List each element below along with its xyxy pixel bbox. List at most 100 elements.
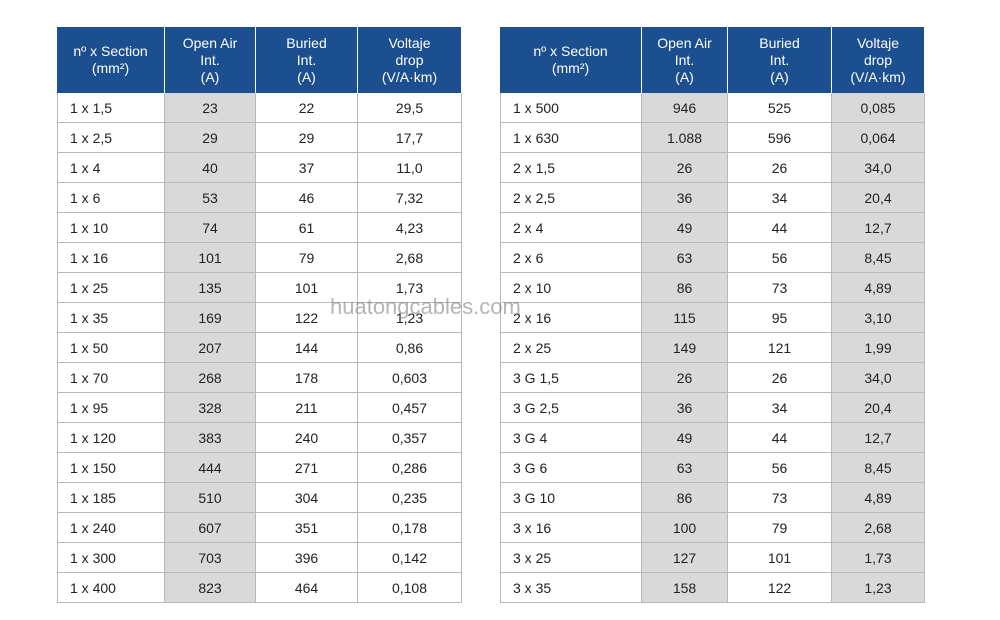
- table-cell: 86: [642, 483, 728, 513]
- table-cell: 8,45: [832, 453, 925, 483]
- table-cell: 1 x 16: [57, 243, 165, 273]
- table-cell: 207: [165, 333, 256, 363]
- table-cell: 23: [165, 93, 256, 123]
- table-cell: 4,89: [832, 273, 925, 303]
- table-cell: 1,23: [358, 303, 462, 333]
- table-cell: 158: [642, 573, 728, 603]
- table-cell: 178: [256, 363, 358, 393]
- header-cell: nº x Section (mm²): [500, 27, 642, 93]
- table-cell: 20,4: [832, 393, 925, 423]
- table-cell: 1 x 6: [57, 183, 165, 213]
- header-cell: Open Air Int. (A): [642, 27, 728, 93]
- table-cell: 1,73: [358, 273, 462, 303]
- table-cell: 1 x 300: [57, 543, 165, 573]
- table-cell: 8,45: [832, 243, 925, 273]
- table-cell: 0,108: [358, 573, 462, 603]
- table-cell: 0,178: [358, 513, 462, 543]
- header-cell: Open Air Int. (A): [165, 27, 256, 93]
- table-cell: 0,064: [832, 123, 925, 153]
- table-cell: 101: [728, 543, 832, 573]
- table-cell: 0,603: [358, 363, 462, 393]
- table-cell: 1 x 10: [57, 213, 165, 243]
- table-cell: 383: [165, 423, 256, 453]
- table-cell: 525: [728, 93, 832, 123]
- table-cell: 3 G 2,5: [500, 393, 642, 423]
- table-cell: 56: [728, 243, 832, 273]
- table-cell: 351: [256, 513, 358, 543]
- table-cell: 1 x 2,5: [57, 123, 165, 153]
- table-cell: 1,99: [832, 333, 925, 363]
- table-cell: 29: [165, 123, 256, 153]
- table-cell: 1 x 25: [57, 273, 165, 303]
- table-cell: 44: [728, 213, 832, 243]
- table-cell: 46: [256, 183, 358, 213]
- table-cell: 79: [256, 243, 358, 273]
- table-cell: 115: [642, 303, 728, 333]
- table-cell: 464: [256, 573, 358, 603]
- table-cell: 0,235: [358, 483, 462, 513]
- table-cell: 3 x 25: [500, 543, 642, 573]
- table-cell: 0,457: [358, 393, 462, 423]
- table-cell: 0,085: [832, 93, 925, 123]
- table-cell: 100: [642, 513, 728, 543]
- table-cell: 2 x 6: [500, 243, 642, 273]
- table-cell: 149: [642, 333, 728, 363]
- table-cell: 3 G 1,5: [500, 363, 642, 393]
- table-cell: 3 x 35: [500, 573, 642, 603]
- table-cell: 29: [256, 123, 358, 153]
- table-cell: 1 x 630: [500, 123, 642, 153]
- table-cell: 1 x 95: [57, 393, 165, 423]
- table-cell: 596: [728, 123, 832, 153]
- table-cell: 34: [728, 393, 832, 423]
- table-cell: 86: [642, 273, 728, 303]
- table-cell: 2 x 1,5: [500, 153, 642, 183]
- table-cell: 74: [165, 213, 256, 243]
- table-cell: 2 x 2,5: [500, 183, 642, 213]
- table-cell: 122: [256, 303, 358, 333]
- table-cell: 328: [165, 393, 256, 423]
- table-cell: 26: [642, 363, 728, 393]
- table-cell: 271: [256, 453, 358, 483]
- table-cell: 73: [728, 483, 832, 513]
- table-cell: 607: [165, 513, 256, 543]
- table-cell: 3 G 4: [500, 423, 642, 453]
- table-cell: 63: [642, 453, 728, 483]
- table-cell: 1 x 35: [57, 303, 165, 333]
- table-cell: 1 x 150: [57, 453, 165, 483]
- table-cell: 1 x 185: [57, 483, 165, 513]
- table-cell: 22: [256, 93, 358, 123]
- table-cell: 95: [728, 303, 832, 333]
- table-cell: 3 x 16: [500, 513, 642, 543]
- table-cell: 1 x 240: [57, 513, 165, 543]
- table-cell: 1 x 500: [500, 93, 642, 123]
- table-cell: 0,142: [358, 543, 462, 573]
- table-cell: 11,0: [358, 153, 462, 183]
- table-cell: 56: [728, 453, 832, 483]
- table-cell: 127: [642, 543, 728, 573]
- table-cell: 49: [642, 213, 728, 243]
- table-cell: 1.088: [642, 123, 728, 153]
- table-cell: 73: [728, 273, 832, 303]
- table-cell: 510: [165, 483, 256, 513]
- table-cell: 0,86: [358, 333, 462, 363]
- table-cell: 1 x 50: [57, 333, 165, 363]
- table-cell: 135: [165, 273, 256, 303]
- table-cell: 703: [165, 543, 256, 573]
- table-cell: 20,4: [832, 183, 925, 213]
- table-cell: 1 x 70: [57, 363, 165, 393]
- table-cell: 7,32: [358, 183, 462, 213]
- header-cell: Buried Int. (A): [728, 27, 832, 93]
- table-cell: 2 x 16: [500, 303, 642, 333]
- table-cell: 1 x 400: [57, 573, 165, 603]
- table-cell: 63: [642, 243, 728, 273]
- header-cell: Voltaje drop (V/A·km): [358, 27, 462, 93]
- table-cell: 2 x 4: [500, 213, 642, 243]
- table-cell: 53: [165, 183, 256, 213]
- table-cell: 34: [728, 183, 832, 213]
- table-cell: 2,68: [358, 243, 462, 273]
- table-cell: 101: [256, 273, 358, 303]
- table-cell: 26: [728, 153, 832, 183]
- table-cell: 49: [642, 423, 728, 453]
- table-cell: 34,0: [832, 153, 925, 183]
- table-cell: 444: [165, 453, 256, 483]
